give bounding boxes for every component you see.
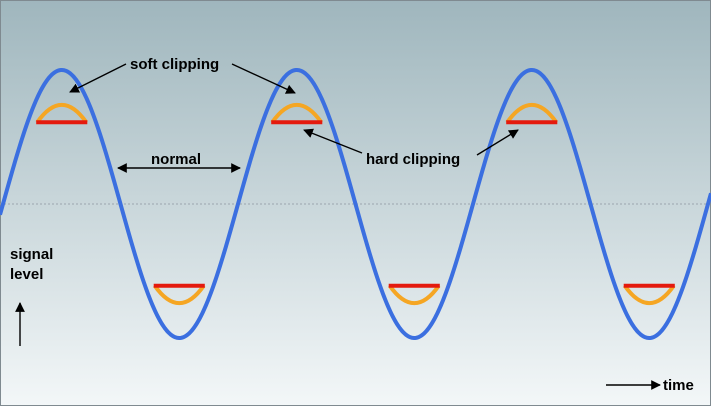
hard-clipping-label: hard clipping — [366, 151, 460, 168]
level-label: level — [10, 266, 43, 283]
soft-clip-curve-4 — [388, 284, 441, 305]
signal-label: signal — [10, 246, 53, 263]
hard-clipping-arrow-right — [476, 129, 519, 156]
soft-clip-curve-6 — [623, 284, 676, 305]
soft-clipping-segments — [35, 103, 676, 305]
soft-clipping-arrow-right — [231, 63, 296, 94]
soft-clip-curve-5 — [505, 103, 558, 124]
hard-clipping-segments — [36, 120, 675, 288]
soft-clipping-label: soft clipping — [130, 56, 219, 73]
time-label: time — [663, 377, 694, 394]
normal-label: normal — [151, 151, 201, 168]
soft-clip-curve-3 — [270, 103, 323, 124]
normal-sine-wave — [0, 67, 711, 341]
soft-clip-curve-1 — [35, 103, 88, 124]
hard-clipping-arrow-left — [303, 128, 363, 154]
soft-clip-curve-2 — [153, 284, 206, 305]
soft-clipping-arrow-left — [69, 63, 127, 93]
